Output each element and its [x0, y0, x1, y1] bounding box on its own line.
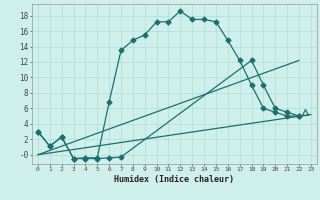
X-axis label: Humidex (Indice chaleur): Humidex (Indice chaleur)	[115, 175, 234, 184]
